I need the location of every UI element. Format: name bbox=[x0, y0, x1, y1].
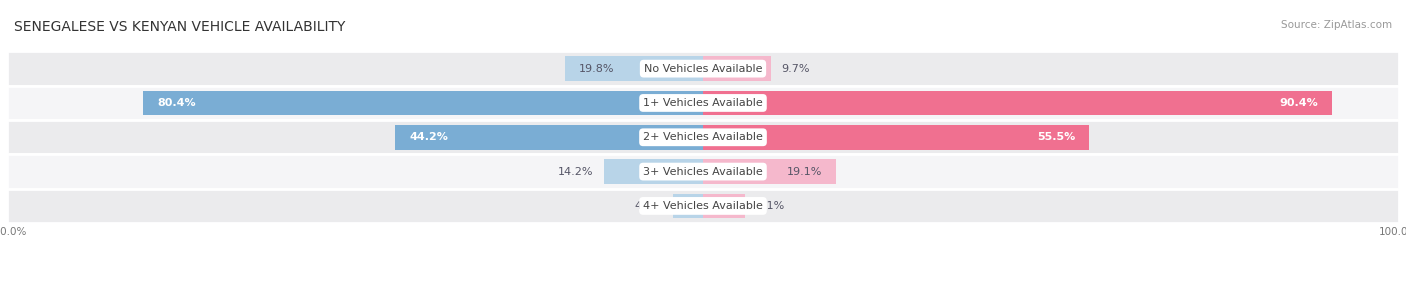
Text: 6.1%: 6.1% bbox=[756, 201, 785, 211]
Text: 19.8%: 19.8% bbox=[579, 64, 614, 74]
Text: 4.3%: 4.3% bbox=[634, 201, 662, 211]
Bar bbox=[7, 86, 1399, 120]
Text: 14.2%: 14.2% bbox=[558, 167, 593, 176]
Bar bbox=[703, 56, 770, 81]
Bar bbox=[703, 125, 1090, 150]
Bar bbox=[703, 194, 745, 218]
Bar bbox=[673, 194, 703, 218]
Text: 55.5%: 55.5% bbox=[1038, 132, 1076, 142]
Bar bbox=[7, 51, 1399, 86]
Text: 4+ Vehicles Available: 4+ Vehicles Available bbox=[643, 201, 763, 211]
Text: 44.2%: 44.2% bbox=[409, 132, 449, 142]
Bar bbox=[703, 159, 837, 184]
Bar bbox=[565, 56, 703, 81]
Bar bbox=[7, 154, 1399, 189]
Text: 1+ Vehicles Available: 1+ Vehicles Available bbox=[643, 98, 763, 108]
Bar bbox=[7, 189, 1399, 223]
Text: 19.1%: 19.1% bbox=[786, 167, 823, 176]
Text: 90.4%: 90.4% bbox=[1279, 98, 1319, 108]
Bar bbox=[143, 91, 703, 115]
Text: 2+ Vehicles Available: 2+ Vehicles Available bbox=[643, 132, 763, 142]
Text: 80.4%: 80.4% bbox=[157, 98, 195, 108]
Bar bbox=[703, 91, 1331, 115]
Bar bbox=[605, 159, 703, 184]
Text: 9.7%: 9.7% bbox=[780, 64, 810, 74]
Bar bbox=[7, 120, 1399, 154]
Text: No Vehicles Available: No Vehicles Available bbox=[644, 64, 762, 74]
Text: 3+ Vehicles Available: 3+ Vehicles Available bbox=[643, 167, 763, 176]
Bar bbox=[395, 125, 703, 150]
Text: SENEGALESE VS KENYAN VEHICLE AVAILABILITY: SENEGALESE VS KENYAN VEHICLE AVAILABILIT… bbox=[14, 20, 346, 34]
Text: Source: ZipAtlas.com: Source: ZipAtlas.com bbox=[1281, 20, 1392, 30]
